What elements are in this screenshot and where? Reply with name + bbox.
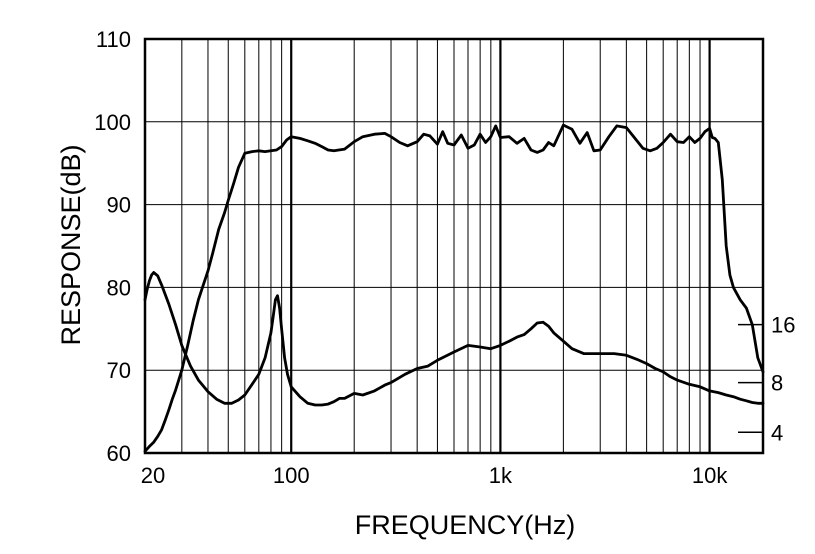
side-scale-label: 16: [771, 313, 795, 338]
y-tick-label: 80: [107, 275, 131, 300]
tick-labels: 60 70 80 90 100 110 20 100 1k 10k: [94, 27, 728, 488]
y-tick-label: 70: [107, 358, 131, 383]
y-tick-label: 100: [94, 110, 131, 135]
side-scale-label: 4: [771, 420, 783, 445]
x-tick-label: 100: [273, 463, 310, 488]
plot-frame: [143, 37, 765, 455]
series-line-1: [143, 123, 765, 453]
series-layer: [143, 123, 765, 453]
side-scale-label: 8: [771, 371, 783, 396]
x-axis-title: FREQUENCY(Hz): [355, 510, 576, 540]
y-tick-label: 110: [96, 27, 131, 52]
y-tick-label: 60: [107, 441, 131, 466]
minor-gridlines: [145, 39, 763, 453]
series-line-2: [143, 271, 765, 407]
y-tick-label: 90: [107, 193, 131, 218]
x-tick-label: 20: [141, 463, 165, 488]
x-tick-label: 10k: [692, 463, 728, 488]
y-axis-title: RESPONSE(dB): [56, 144, 86, 345]
x-tick-label: 1k: [489, 463, 513, 488]
